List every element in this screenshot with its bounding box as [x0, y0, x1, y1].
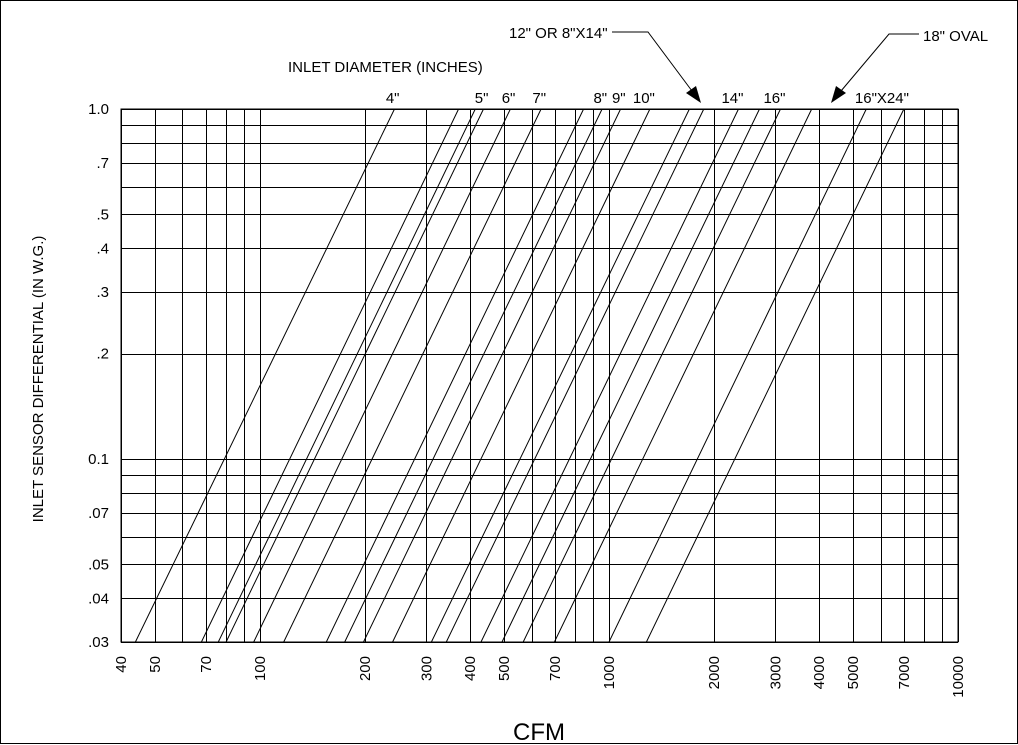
x-axis-label: CFM	[513, 719, 565, 745]
y-tick-label: .2	[96, 346, 109, 363]
x-tick-label: 70	[198, 656, 215, 673]
flow-lines	[134, 108, 905, 643]
series-label: 6"	[502, 90, 516, 107]
y-tick-label: .4	[96, 240, 109, 257]
x-tick-label: 200	[357, 656, 374, 681]
x-tick-label: 2000	[706, 656, 723, 689]
plot-area	[120, 108, 959, 643]
y-tick-label: .5	[96, 206, 109, 223]
y-tick-label: .03	[88, 634, 109, 651]
y-tick-label: .05	[88, 556, 109, 573]
series-label: 8"	[593, 90, 607, 107]
series-label: 16"X24"	[855, 90, 909, 107]
x-tick-label: 50	[147, 656, 164, 673]
series-line	[363, 108, 622, 643]
x-tick-label: 7000	[896, 656, 913, 689]
series-line	[225, 108, 484, 643]
series-label: 14"	[721, 90, 743, 107]
y-tick-label: .07	[88, 505, 109, 522]
x-tick-label: 10000	[950, 656, 967, 698]
x-tick-label: 4000	[811, 656, 828, 689]
series-label: 5"	[475, 90, 489, 107]
series-line	[608, 108, 867, 643]
annotation-label: 18" OVAL	[923, 28, 988, 45]
series-line	[522, 108, 781, 643]
series-line	[325, 108, 585, 643]
x-tick-label: 1000	[601, 656, 618, 689]
series-line	[253, 108, 511, 643]
callout-leader-18in	[840, 33, 919, 92]
x-tick-label: 3000	[767, 656, 784, 689]
series-label: 9"	[612, 90, 626, 107]
series-label: 10"	[633, 90, 655, 107]
y-tick-label: 1.0	[88, 101, 109, 118]
chart-title: INLET DIAMETER (INCHES)	[288, 59, 483, 76]
series-label: 7"	[532, 90, 546, 107]
x-tick-label: 100	[252, 656, 269, 681]
annotation-label: 12" OR 8"X14"	[509, 25, 608, 42]
series-label: 16"	[763, 90, 785, 107]
y-tick-label: .04	[88, 590, 109, 607]
series-line	[501, 108, 760, 643]
series-line	[344, 108, 603, 643]
y-tick-label: .3	[96, 284, 109, 301]
x-tick-label: 500	[496, 656, 513, 681]
grid-lines	[120, 108, 959, 643]
x-tick-label: 40	[113, 656, 130, 673]
series-line	[480, 108, 739, 643]
series-line	[445, 108, 705, 643]
x-tick-label: 300	[418, 656, 435, 681]
series-line	[430, 108, 690, 643]
series-line	[283, 108, 542, 643]
x-tick-label: 5000	[845, 656, 862, 689]
series-line	[134, 108, 395, 643]
y-tick-label: 0.1	[88, 451, 109, 468]
series-line	[645, 108, 905, 643]
y-axis-label: INLET SENSOR DIFFERENTIAL (IN W.G.)	[30, 236, 47, 523]
series-line	[553, 108, 813, 643]
series-line	[392, 108, 651, 643]
x-tick-label: 400	[462, 656, 479, 681]
y-tick-label: .7	[96, 155, 109, 172]
x-tick-label: 700	[547, 656, 564, 681]
callout-arrow-18in	[831, 86, 846, 103]
series-label: 4"	[386, 90, 400, 107]
callout-leader-12in	[612, 31, 693, 92]
series-line	[200, 108, 460, 643]
callout-arrow-12in	[686, 86, 701, 103]
series-line	[217, 108, 476, 643]
